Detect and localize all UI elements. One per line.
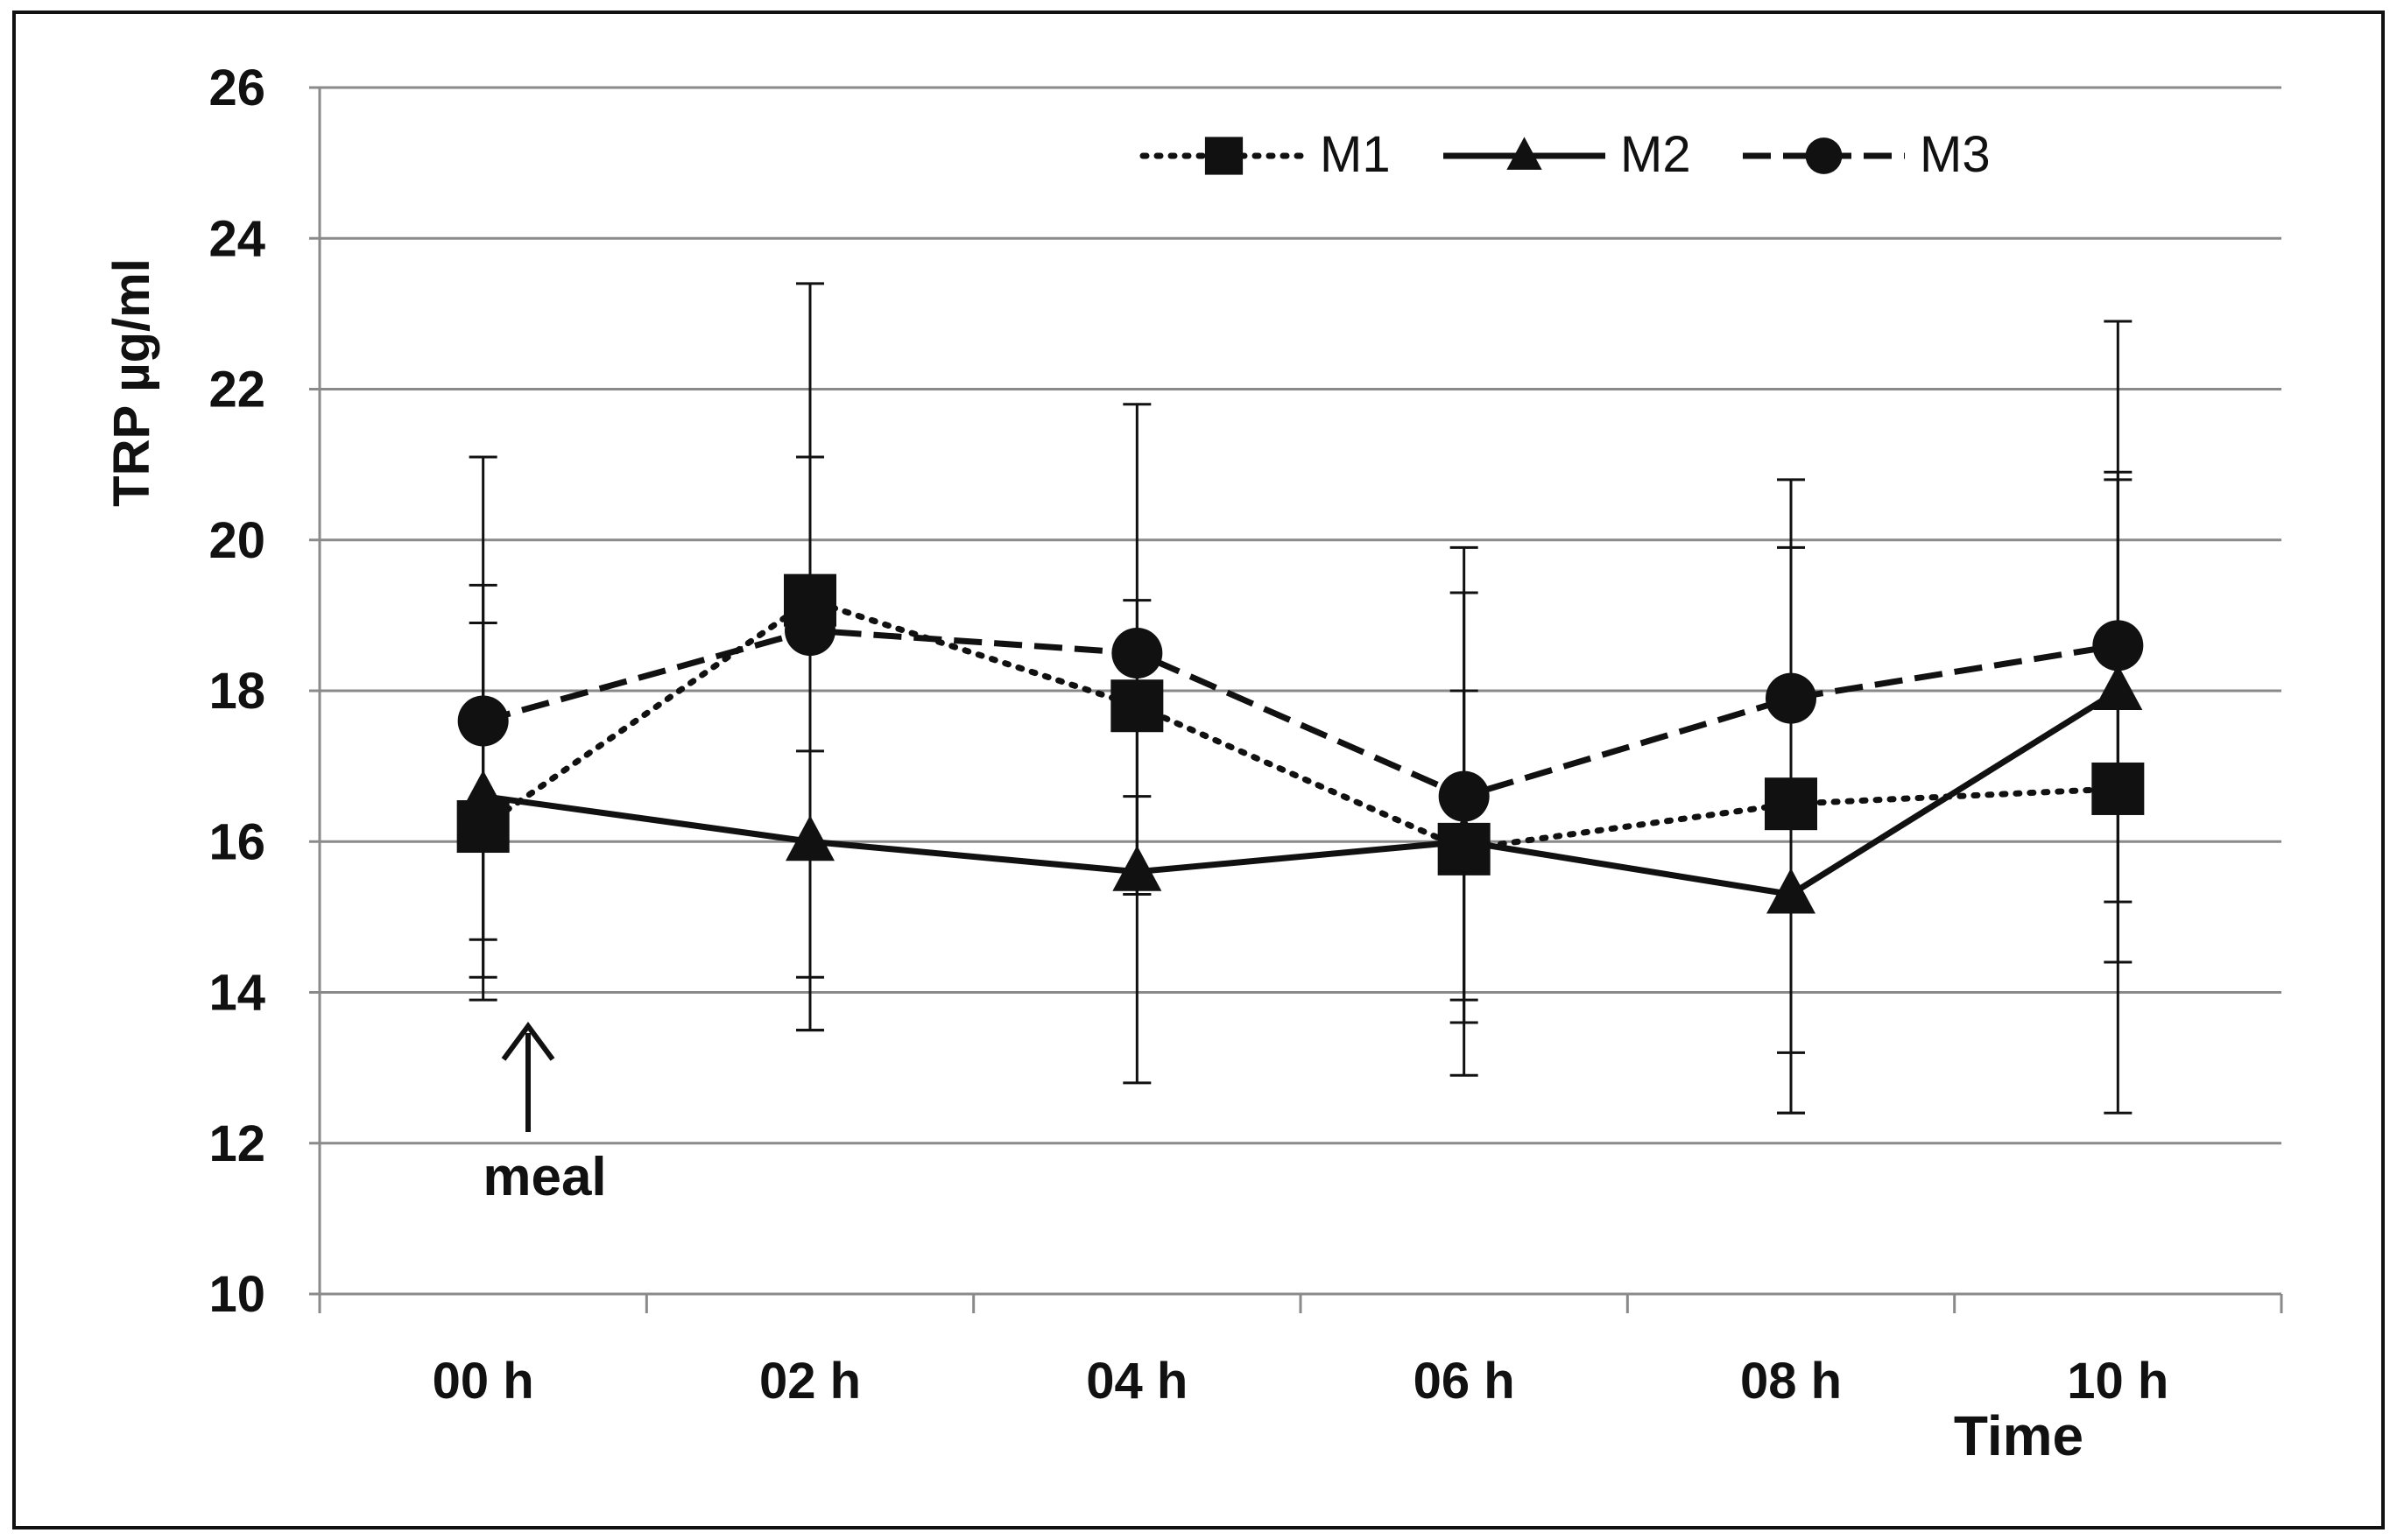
y-tick-label-22: 22 [208, 362, 265, 418]
legend-marker-m1-icon [1204, 137, 1244, 175]
gridlines [320, 86, 2281, 1145]
point-m2-00h [458, 770, 508, 816]
series-line-m2 [483, 688, 2120, 898]
y-tick-labels: 10 12 14 16 18 20 22 24 26 [208, 60, 265, 1323]
x-tick-label-04h: 04 h [1086, 1353, 1188, 1410]
point-m3-06h [1438, 770, 1490, 822]
point-m3-02h [785, 605, 835, 657]
series-line-m1 [480, 597, 2121, 853]
x-tick-label-02h: 02 h [759, 1353, 861, 1410]
legend-label-m3: M3 [1920, 126, 1991, 183]
error-bars [469, 282, 2133, 1115]
y-axis-label: TRP µg/ml [103, 258, 160, 507]
y-tick-label-12: 12 [208, 1115, 265, 1172]
legend-label-m1: M1 [1320, 126, 1391, 183]
y-tick-label-20: 20 [208, 512, 265, 569]
meal-label: meal [483, 1147, 606, 1207]
y-tick-label-26: 26 [208, 60, 265, 116]
point-m3-00h [457, 695, 509, 747]
x-tick-label-06h: 06 h [1414, 1353, 1515, 1410]
x-tick-labels: 00 h 02 h 04 h 06 h 08 h 10 h [433, 1353, 2169, 1410]
legend-label-m2: M2 [1620, 126, 1691, 183]
point-m2-06h [1439, 815, 1489, 861]
point-m2-04h [1112, 845, 1162, 891]
x-tick-label-00h: 00 h [433, 1353, 534, 1410]
y-tick-label-14: 14 [208, 965, 265, 1022]
y-tick-label-18: 18 [208, 663, 265, 720]
legend-marker-m3-icon [1805, 137, 1843, 174]
meal-arrow-head [501, 1021, 555, 1061]
axes [309, 86, 2283, 1313]
x-axis-label: Time [1954, 1404, 2083, 1467]
series-line-m3 [482, 627, 2119, 800]
legend-labels: M1 M2 M3 [1320, 126, 1991, 183]
point-m3-10h [2092, 620, 2144, 672]
series-markers [456, 573, 2145, 914]
point-m2-08h [1766, 868, 1815, 914]
point-m1-10h [2091, 762, 2145, 815]
series-lines [480, 597, 2121, 898]
x-tick-label-08h: 08 h [1740, 1353, 1842, 1410]
legend [1139, 137, 1905, 175]
meal-annotation: meal [483, 1021, 607, 1207]
y-tick-label-16: 16 [208, 813, 265, 870]
point-m1-04h [1110, 679, 1164, 733]
point-m3-08h [1766, 672, 1816, 724]
point-m3-04h [1111, 627, 1163, 679]
y-tick-label-10: 10 [208, 1266, 265, 1323]
y-tick-label-24: 24 [208, 210, 265, 267]
x-tick-label-10h: 10 h [2067, 1353, 2168, 1410]
point-m2-10h [2093, 665, 2143, 710]
point-m1-08h [1765, 777, 1817, 831]
point-m2-02h [786, 815, 835, 861]
legend-marker-m2-icon [1506, 137, 1542, 170]
